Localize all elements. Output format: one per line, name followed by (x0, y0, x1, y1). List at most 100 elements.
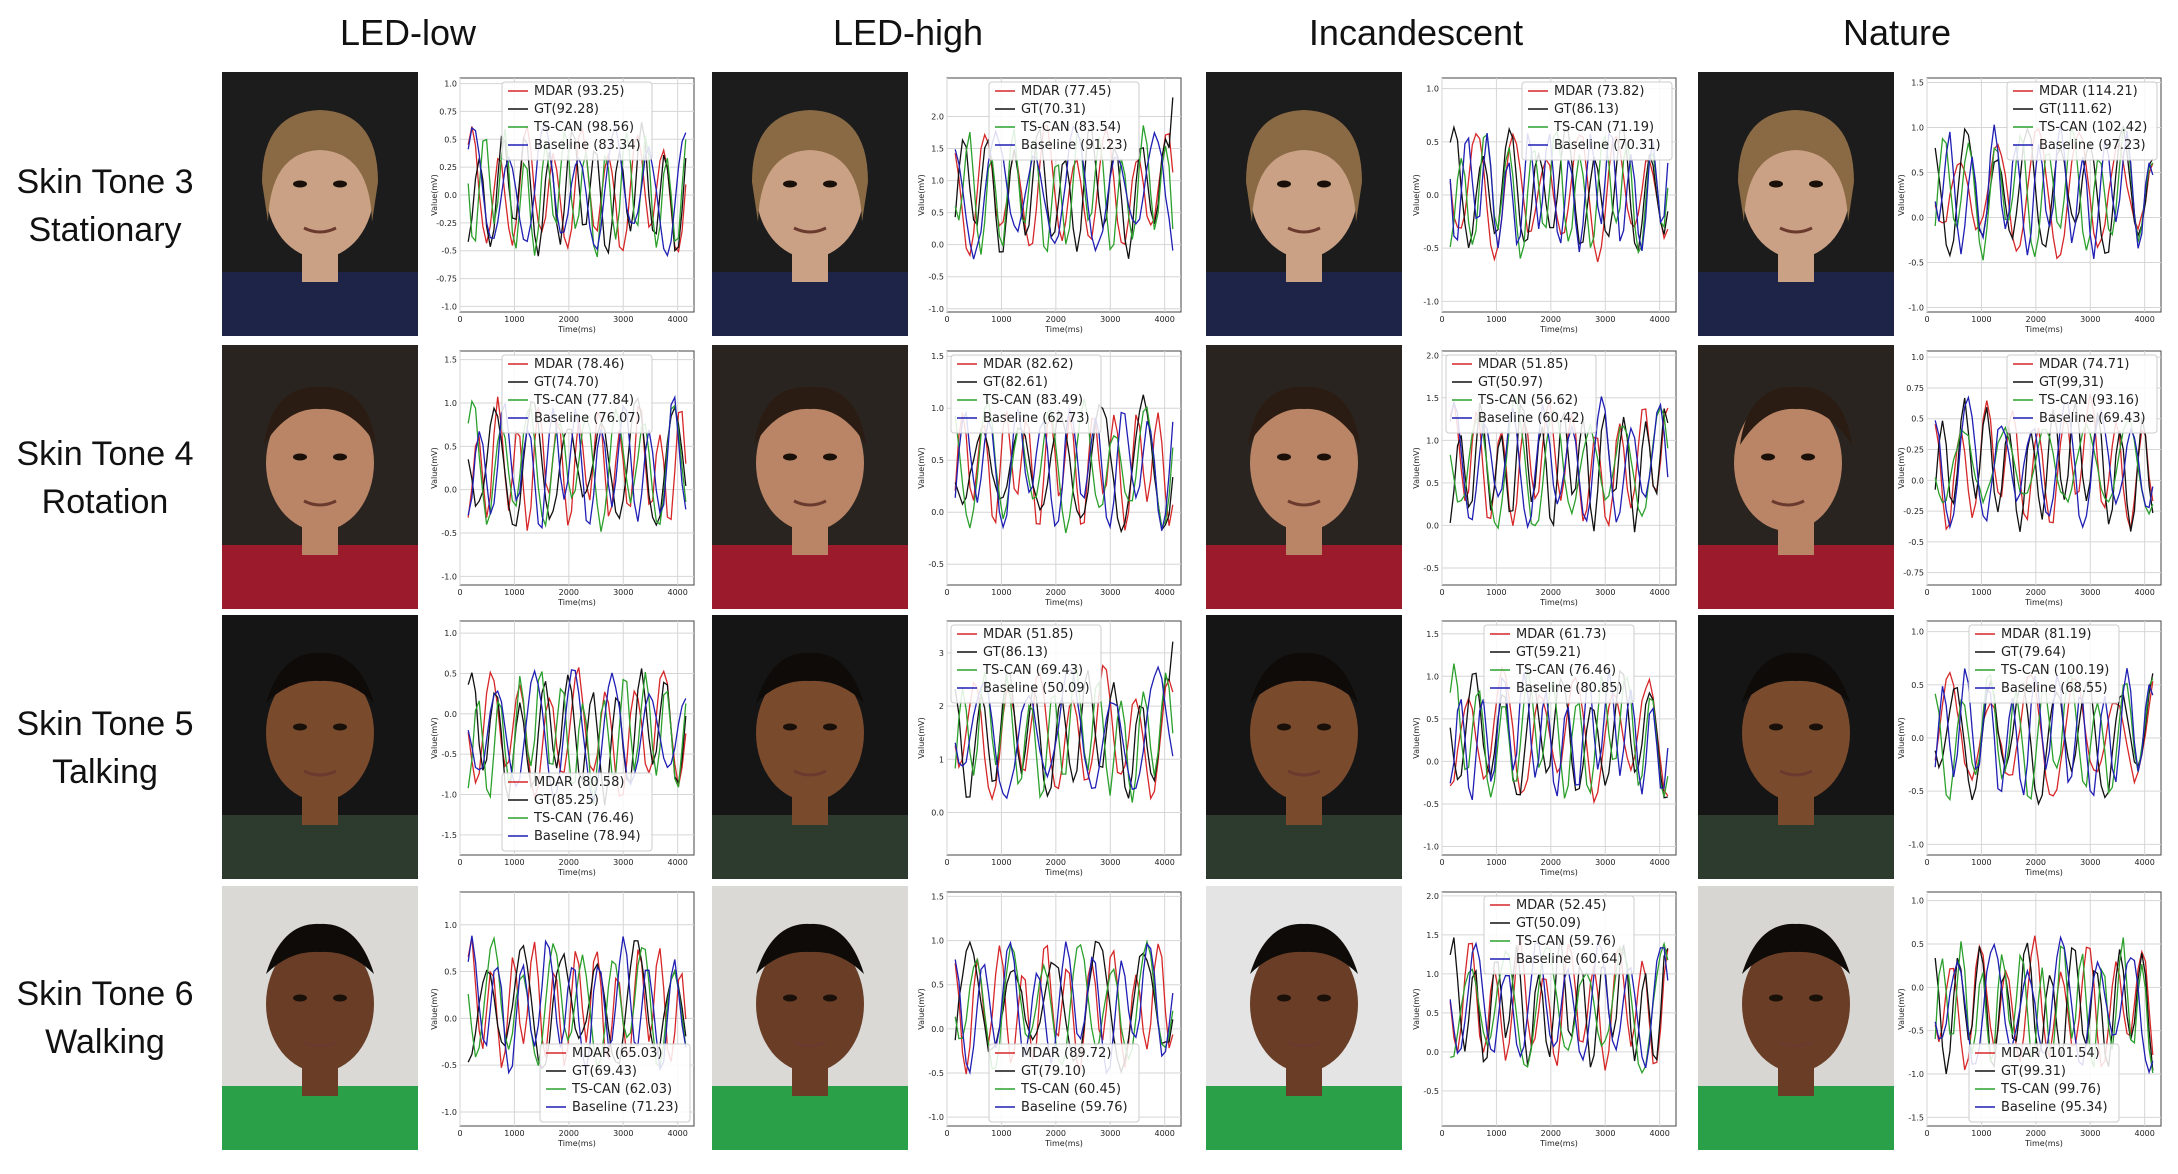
row-label-motion: Talking (52, 753, 158, 791)
row-label-skin-tone-4: Skin Tone 4 Rotation (0, 430, 210, 526)
signal-chart: -1.0 -0.5 0.0 0.5 1.0 1.5 0 1000 2000 3000 4000 Tim… (1410, 615, 1680, 879)
hair (752, 110, 868, 222)
x-tick-label: 3000 (1595, 588, 1615, 597)
y-axis-label: Value(mV) (1897, 174, 1906, 215)
x-tick-label: 4000 (1154, 588, 1174, 597)
y-axis-label: Value(mV) (917, 988, 926, 1029)
legend-entry: MDAR (77.45) (1021, 84, 1111, 99)
x-tick-label: 0 (1924, 1129, 1929, 1138)
mouth (303, 769, 337, 777)
hair (756, 923, 864, 974)
legend-entry: TS-CAN (59.76) (1515, 934, 1616, 949)
y-tick-label: -1.0 (441, 572, 457, 581)
y-tick-label: 0.0 (444, 486, 457, 495)
subject-photo (1698, 615, 1894, 879)
y-tick-label: 0.0 (444, 191, 457, 200)
x-tick-label: 3000 (1100, 858, 1120, 867)
y-tick-label: 0.0 (444, 710, 457, 719)
x-tick-label: 4000 (667, 1129, 687, 1138)
y-axis-label: Value(mV) (430, 988, 439, 1029)
right-eye (823, 453, 837, 461)
series-line-tscan (954, 665, 1174, 803)
shirt (712, 815, 908, 879)
x-axis-label: Time(ms) (2024, 325, 2063, 334)
legend-entry: MDAR (80.58) (534, 775, 624, 790)
shirt (1698, 272, 1894, 336)
right-eye (1317, 994, 1331, 1002)
legend-box (2006, 354, 2158, 434)
legend-entry: Baseline (69.43) (2039, 411, 2146, 426)
legend-entry: TS-CAN (100.19) (2000, 663, 2109, 678)
legend-box (2006, 81, 2158, 161)
right-eye (1801, 453, 1815, 461)
x-tick-label: 0 (1924, 858, 1929, 867)
hair (1742, 923, 1850, 974)
legend-entry: MDAR (81.19) (2001, 627, 2091, 642)
mouth (303, 1040, 337, 1048)
x-tick-label: 2000 (1046, 315, 1066, 324)
shirt (1206, 272, 1402, 336)
y-axis-label: Value(mV) (917, 174, 926, 215)
right-eye (333, 180, 347, 188)
y-tick-label: -0.5 (1423, 1087, 1439, 1096)
legend-entry: GT(79.10) (1021, 1064, 1086, 1079)
y-tick-label: 0.75 (439, 107, 457, 116)
face (756, 395, 864, 531)
y-tick-label: 0.5 (444, 669, 457, 678)
y-axis-label: Value(mV) (917, 447, 926, 488)
signal-chart: -1.5 -1.0 -0.5 0.0 0.5 1.0 0 1000 2000 3000 4000 Ti… (428, 615, 698, 879)
legend-entry: Baseline (91.23) (1021, 138, 1128, 153)
row-label-tone: Skin Tone 5 (16, 705, 194, 743)
x-tick-label: 4000 (1154, 315, 1174, 324)
row-label-skin-tone-3: Skin Tone 3 Stationary (0, 158, 210, 254)
legend: MDAR (89.72) GT(79.10) TS-CAN (60.45) Basel… (988, 1043, 1140, 1123)
y-tick-label: 1.0 (444, 80, 457, 89)
subject-photo (222, 886, 418, 1150)
face (1250, 665, 1358, 801)
subject-photo (1206, 345, 1402, 609)
x-tick-label: 2000 (2026, 588, 2046, 597)
y-axis-label: Value(mV) (1412, 447, 1421, 488)
row-label-tone: Skin Tone 3 (16, 163, 194, 201)
shirt (1206, 1086, 1402, 1150)
mouth (1287, 226, 1321, 234)
y-tick-label: 0.0 (1426, 521, 1439, 530)
y-tick-label: 0.0 (1426, 757, 1439, 766)
hair (754, 386, 866, 445)
signal-chart: -0.5 0.0 0.5 1.0 1.5 0 1000 2000 3000 4000 Time(ms… (915, 345, 1185, 609)
y-tick-label: 1.0 (931, 937, 944, 946)
legend-entry: GT(50.97) (1478, 375, 1543, 390)
y-tick-label: 0.5 (1911, 169, 1924, 178)
x-tick-label: 1000 (504, 858, 524, 867)
y-tick-label: 1.5 (931, 145, 944, 154)
y-tick-label: -0.5 (1423, 564, 1439, 573)
row-label-motion: Rotation (41, 483, 169, 521)
x-tick-label: 4000 (667, 588, 687, 597)
legend-entry: MDAR (74.71) (2039, 357, 2129, 372)
x-tick-label: 3000 (613, 1129, 633, 1138)
x-tick-label: 2000 (1541, 858, 1561, 867)
y-tick-label: 0.0 (1426, 1048, 1439, 1057)
x-tick-label: 3000 (1595, 315, 1615, 324)
x-tick-label: 1000 (1971, 315, 1991, 324)
legend-box (1521, 81, 1673, 161)
shirt (222, 815, 418, 879)
y-tick-label: 0.0 (931, 808, 944, 817)
legend-entry: TS-CAN (60.45) (1020, 1082, 1121, 1097)
legend: MDAR (80.58) GT(85.25) TS-CAN (76.46) Basel… (501, 772, 653, 852)
y-tick-label: 0.5 (444, 442, 457, 451)
y-tick-label: -0.5 (441, 1061, 457, 1070)
x-tick-label: 1000 (991, 315, 1011, 324)
legend-entry: MDAR (51.85) (1478, 357, 1568, 372)
y-tick-label: 0.0 (931, 1025, 944, 1034)
right-eye (333, 723, 347, 731)
x-axis-label: Time(ms) (1044, 325, 1083, 334)
legend-entry: Baseline (68.55) (2001, 681, 2108, 696)
x-axis-label: Time(ms) (1044, 1139, 1083, 1148)
left-eye (1277, 723, 1291, 731)
legend: MDAR (82.62) GT(82.61) TS-CAN (83.49) Basel… (950, 354, 1102, 434)
mouth (303, 499, 337, 507)
legend-entry: Baseline (95.34) (2001, 1100, 2108, 1115)
y-tick-label: 0.0 (1911, 734, 1924, 743)
y-tick-label: -1.5 (441, 831, 457, 840)
